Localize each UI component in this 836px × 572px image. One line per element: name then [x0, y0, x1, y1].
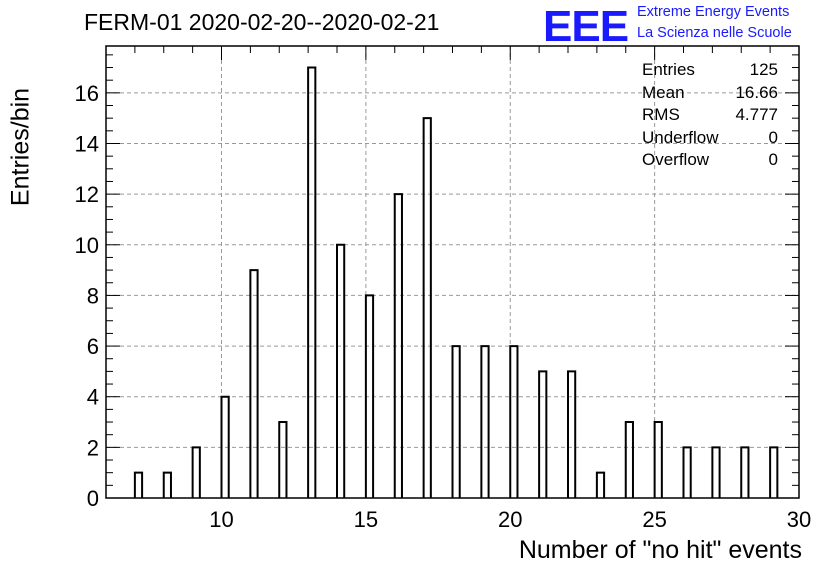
stat-label: Mean [642, 82, 685, 102]
y-tick-label: 2 [87, 435, 99, 460]
histogram-bar [191, 446, 201, 498]
histogram-bar [307, 66, 317, 498]
histogram-bar [595, 471, 606, 498]
stat-label: Underflow [642, 127, 719, 147]
stat-value: 0 [768, 150, 778, 169]
histogram-bar [740, 446, 750, 498]
histogram-bar [451, 345, 461, 498]
histogram-bar [480, 345, 490, 498]
logo-line-2: La Scienza nelle Scuole [637, 25, 792, 41]
x-tick-label: 20 [498, 507, 522, 532]
stat-row-entries: Entries 125 [642, 60, 778, 83]
histogram-bar [422, 117, 432, 498]
x-tick-label: 30 [787, 507, 811, 532]
stat-label: Overflow [642, 150, 710, 169]
stat-row-overflow: Overflow 0 [642, 150, 778, 173]
x-tick-label: 25 [642, 507, 666, 532]
eee-logo: EEE [543, 2, 629, 51]
histogram-bar [336, 243, 346, 498]
y-axis-label-wrap: Entries/bin [4, 88, 38, 206]
stat-label: RMS [642, 105, 680, 124]
histogram-bar [538, 370, 548, 498]
y-tick-label: 14 [75, 131, 99, 156]
y-tick-label: 6 [87, 334, 99, 359]
y-tick-label: 16 [75, 81, 99, 106]
x-tick-label: 15 [354, 507, 378, 532]
y-tick-label: 12 [75, 182, 99, 207]
stat-value: 125 [749, 60, 778, 79]
stats-box: Entries 125 Mean 16.66 RMS 4.777 Underfl… [642, 60, 778, 173]
histogram-bar [133, 471, 144, 498]
stat-value: 4.777 [735, 105, 778, 124]
histogram-bar [278, 421, 288, 498]
histogram-bar [653, 421, 663, 498]
x-axis-label: Number of "no hit" events [518, 536, 802, 564]
x-tick-label: 10 [209, 507, 233, 532]
logo-line-1: Extreme Energy Events [637, 4, 790, 20]
stat-row-underflow: Underflow 0 [642, 128, 778, 151]
y-axis-label: Entries/bin [6, 87, 35, 207]
stat-label: Entries [642, 60, 695, 79]
histogram-bar [711, 446, 721, 498]
stat-row-rms: RMS 4.777 [642, 105, 778, 128]
stat-value: 16.66 [735, 82, 778, 102]
y-tick-label: 0 [87, 486, 99, 511]
histogram-bar [220, 395, 230, 498]
y-tick-label: 4 [87, 385, 99, 410]
histogram-bar [162, 471, 172, 498]
histogram-bar [249, 269, 259, 498]
histogram-bar [509, 345, 519, 498]
histogram-bar [682, 446, 692, 498]
histogram-bar [364, 294, 375, 498]
stat-row-mean: Mean 16.66 [642, 83, 778, 106]
histogram-bar [769, 446, 779, 498]
y-tick-label: 10 [75, 233, 99, 258]
stat-value: 0 [768, 127, 778, 147]
histogram-bar [624, 421, 634, 498]
histogram-bar [393, 193, 403, 498]
chart-title: FERM-01 2020-02-20--2020-02-21 [84, 9, 440, 35]
y-tick-label: 8 [87, 283, 99, 308]
histogram-bar [567, 370, 577, 498]
